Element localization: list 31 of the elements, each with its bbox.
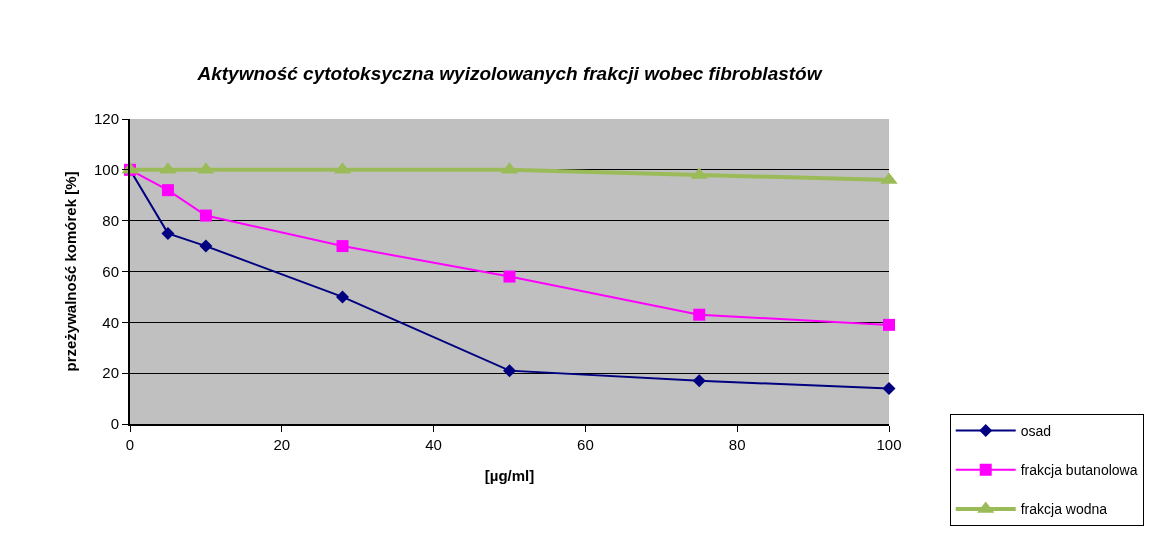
y-tick-label: 60	[102, 262, 119, 280]
point	[882, 381, 896, 395]
point	[503, 270, 516, 283]
point	[336, 240, 349, 253]
x-tick-label: 100	[876, 436, 902, 453]
legend-label: osad	[1020, 423, 1052, 440]
y-tick-label: 20	[102, 364, 119, 382]
x-tick-label: 80	[728, 436, 746, 453]
point	[161, 184, 174, 197]
x-tick-label: 0	[125, 436, 135, 453]
y-axis-title: przeżywalność komórek [%]	[61, 171, 79, 372]
y-tick-label: 40	[102, 313, 119, 331]
x-axis-title: [µg/ml]	[484, 466, 535, 484]
x-tick-label: 20	[273, 436, 291, 453]
y-tick-label: 80	[102, 211, 119, 229]
legend-label: frakcja wodna	[1020, 501, 1108, 518]
point	[161, 226, 175, 240]
point	[199, 209, 212, 222]
x-tick-label: 60	[577, 436, 594, 453]
y-tick-label: 100	[93, 161, 119, 179]
point	[883, 318, 895, 331]
legend-label: frakcja butanolowa	[1020, 462, 1138, 479]
point	[336, 290, 350, 304]
y-tick-label: 0	[110, 415, 119, 433]
point	[693, 308, 706, 321]
y-tick-label: 120	[93, 110, 119, 128]
point	[199, 239, 213, 253]
x-tick-label: 40	[425, 436, 442, 453]
chart-title: Aktywność cytotoksyczna wyizolowanych frakcji wobec fibroblastów	[196, 62, 823, 84]
point	[692, 374, 706, 388]
point	[503, 364, 516, 378]
